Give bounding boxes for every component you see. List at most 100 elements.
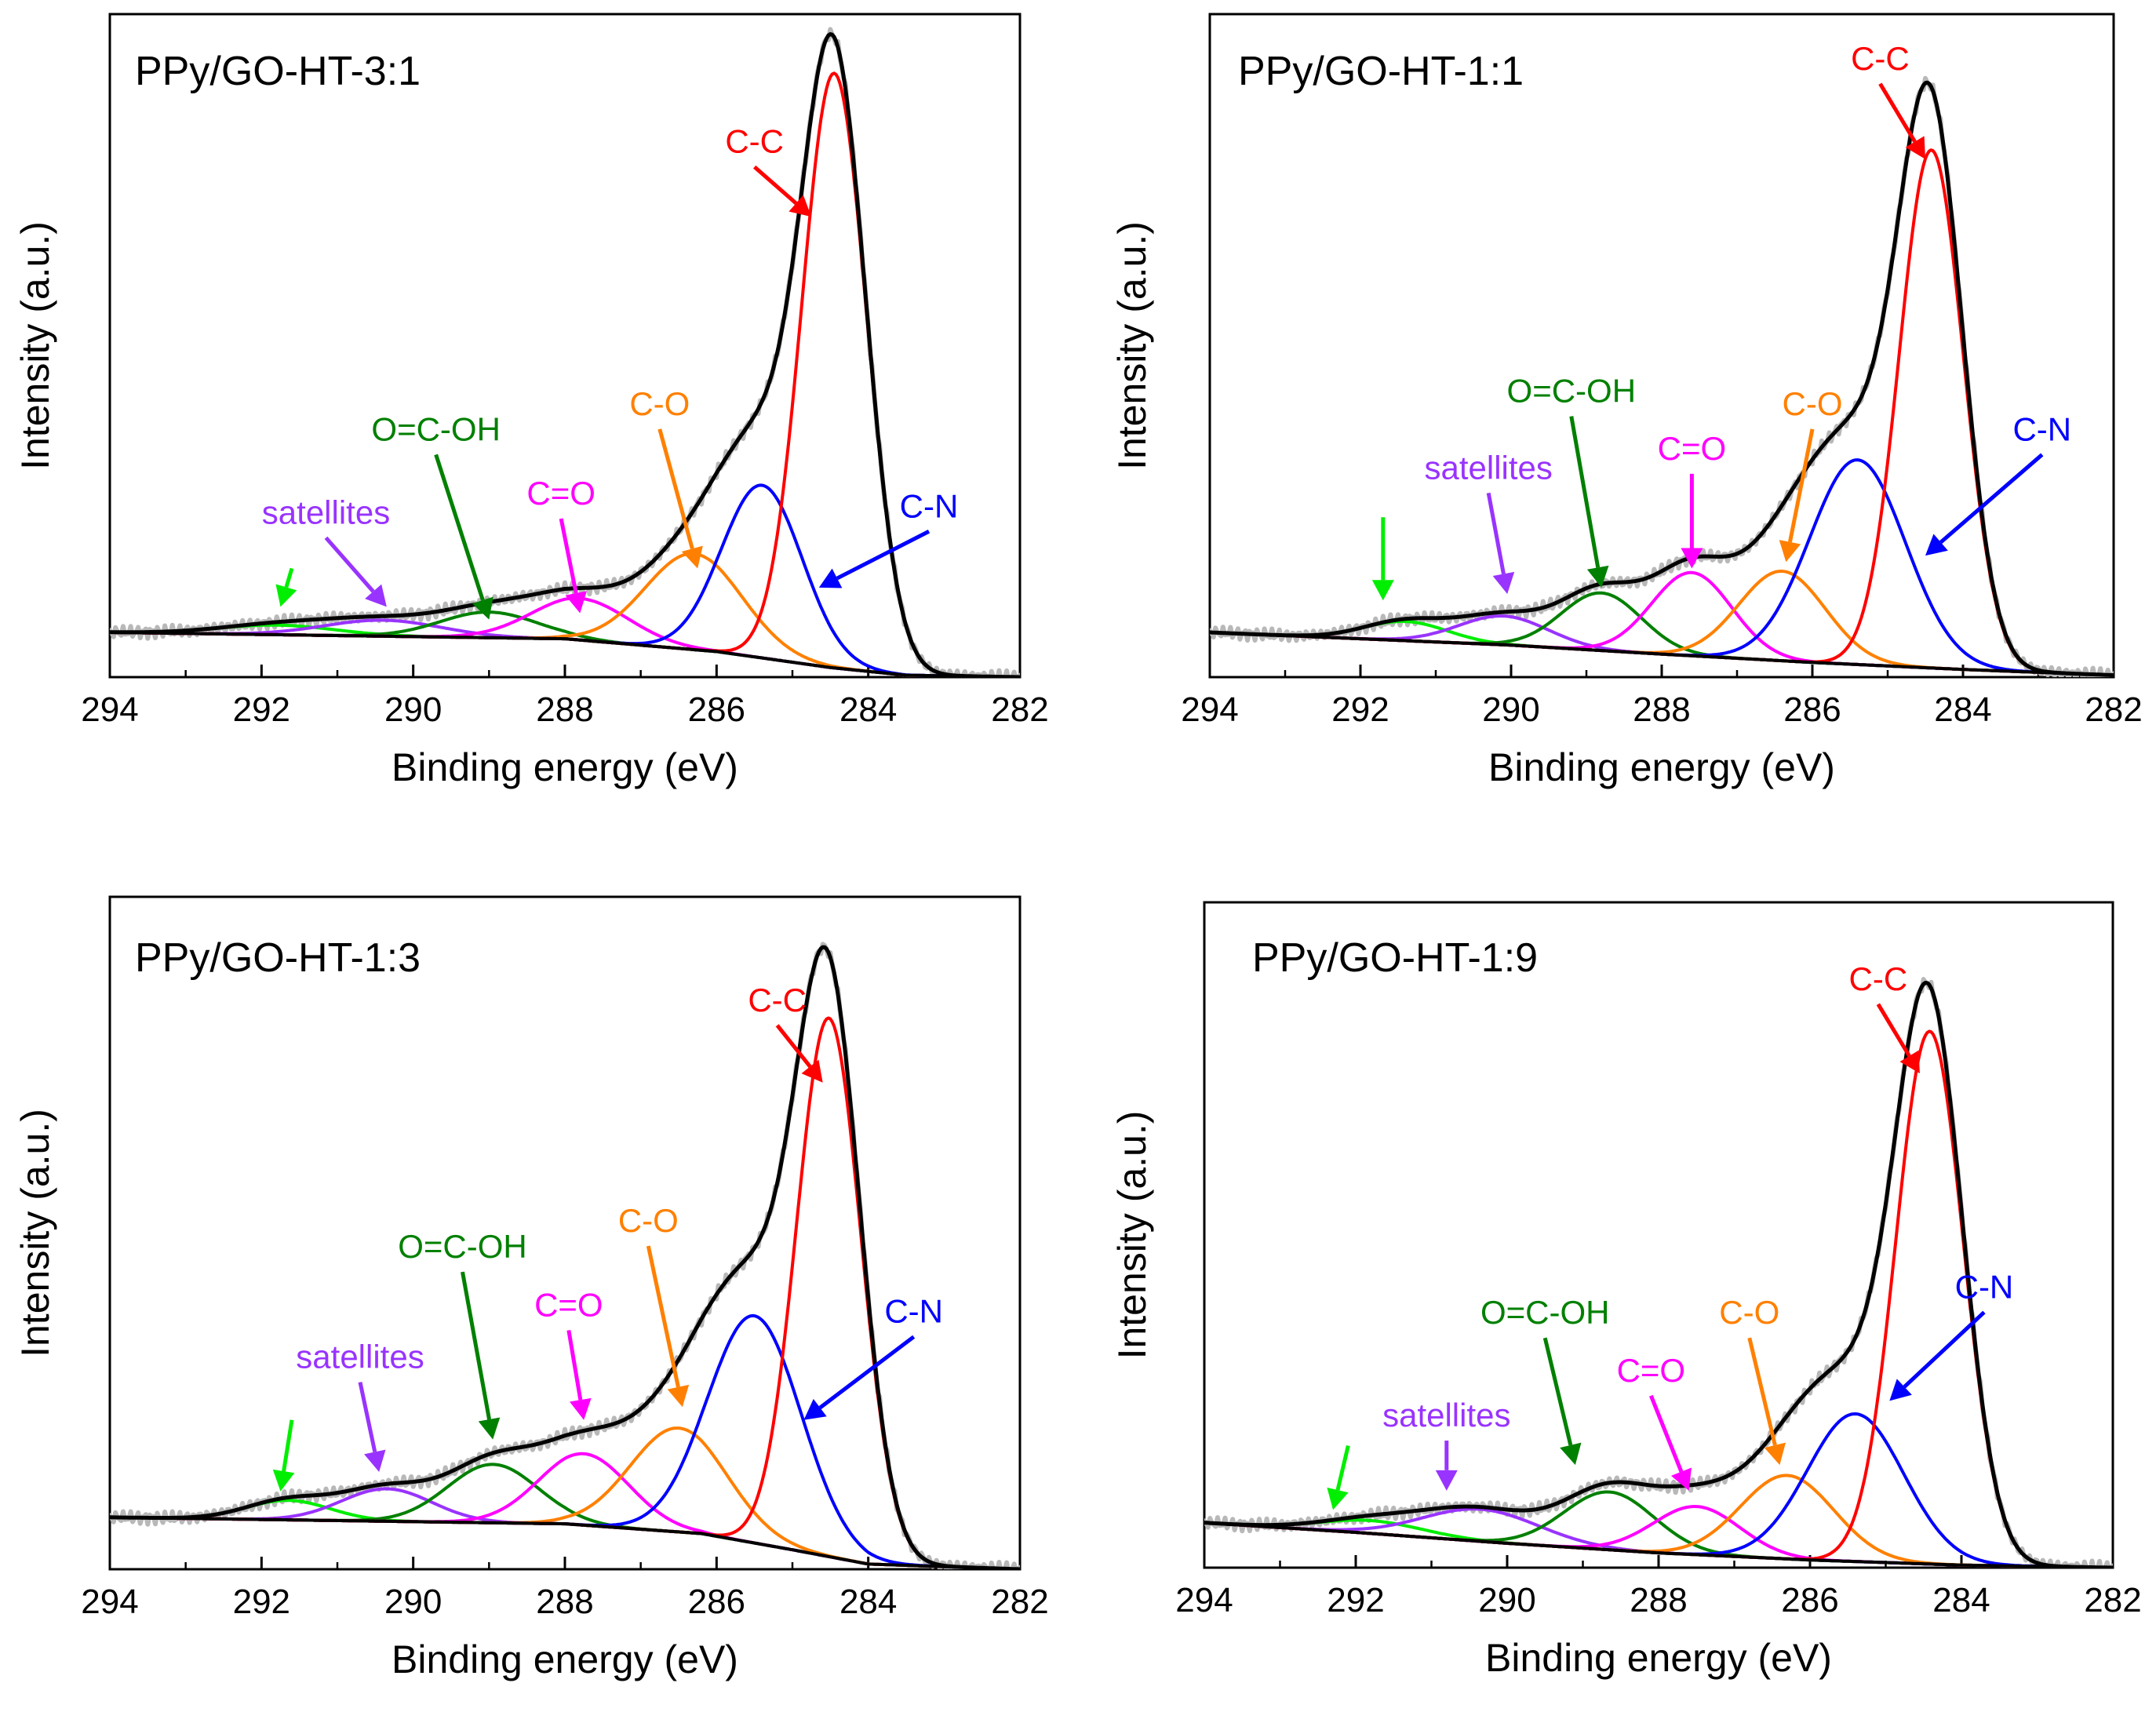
peak-label: satellites (262, 494, 390, 530)
peak-label: satellites (1424, 449, 1552, 486)
annotation-arrow-head (1889, 1379, 1912, 1401)
annotation-arrow-shaft (282, 1419, 294, 1472)
annotation-arrow-shaft (1939, 453, 2044, 545)
annotation-arrow-head (1586, 565, 1609, 588)
y-axis-label: Intensity (a.u.) (1110, 1111, 1154, 1360)
plot-area (1204, 977, 2113, 1568)
annotation-arrow-shaft (1486, 492, 1506, 574)
annotation-arrow-shaft (559, 518, 578, 594)
annotation-arrow-head (1492, 571, 1515, 595)
x-tick-label: 292 (1327, 1581, 1384, 1619)
annotation-arrow-shaft (1335, 1445, 1350, 1491)
annotation-arrow-head (1925, 534, 1948, 556)
annotation-arrow-head (275, 584, 297, 607)
peak-label: C-O (629, 385, 690, 422)
annotation-arrow-head (1435, 1470, 1458, 1491)
annotation-arrow-head (272, 1469, 295, 1492)
annotation-arrow-shaft (836, 530, 931, 581)
peak-label: C=O (1658, 430, 1727, 467)
annotation-arrow-head (364, 1449, 386, 1472)
peak-label: C-N (884, 1293, 943, 1330)
x-tick-label: 284 (1932, 1581, 1990, 1619)
x-tick-label: 286 (688, 1583, 745, 1621)
annotation-arrow-head (570, 1397, 592, 1420)
x-tick-label: 288 (1633, 690, 1690, 729)
annotation-arrow-head (801, 1059, 823, 1083)
y-axis-label: Intensity (a.u.) (13, 1109, 57, 1357)
x-tick-label: 294 (81, 690, 138, 729)
plot-frame (1203, 901, 2114, 1569)
component-c-o (1210, 570, 2114, 677)
annotation-arrow-shaft (1747, 1337, 1777, 1446)
peak-label: C-O (1783, 385, 1843, 422)
peak-label: C=O (1617, 1352, 1686, 1389)
annotation-arrow-shaft (646, 1245, 680, 1388)
plot-area (110, 27, 1020, 677)
y-axis-label: Intensity (a.u.) (13, 221, 57, 470)
annotation-arrow-head (1905, 136, 1925, 159)
annotation-arrow-shaft (1542, 1337, 1573, 1446)
peak-label: O=C-OH (371, 410, 501, 447)
annotation-arrow-head (803, 1398, 827, 1420)
x-tick-label: 290 (384, 1583, 442, 1621)
peak-label: O=C-OH (1480, 1294, 1610, 1331)
x-axis-label: Binding energy (eV) (1485, 1636, 1832, 1680)
y-axis-label: Intensity (a.u.) (1110, 221, 1154, 470)
x-tick-label: 288 (536, 1583, 593, 1621)
peak-label: C-C (748, 982, 807, 1018)
background-baseline (1204, 1521, 2113, 1568)
annotation-arrow-head (1670, 1467, 1692, 1491)
annotation-arrow-shaft (434, 454, 485, 601)
raw-data-series (110, 942, 1020, 1569)
x-tick-label: 284 (1934, 690, 1991, 729)
x-tick-label: 282 (2085, 690, 2142, 729)
chart-panel-2: 294 292 290 288 286 284 282 Binding energy (eV)… (1110, 13, 2143, 789)
plot-frame (1208, 13, 2115, 679)
annotation-arrow-shaft (284, 567, 294, 588)
x-tick-label: 284 (839, 1583, 897, 1621)
annotation-arrow-head (1681, 548, 1703, 569)
x-tick-label: 290 (1482, 690, 1539, 729)
plot-area (110, 942, 1020, 1569)
x-tick-label: 292 (233, 690, 290, 729)
annotation-arrow-shaft (1788, 428, 1815, 543)
annotation-arrow-shaft (753, 165, 798, 205)
annotation-arrow-shaft (461, 1271, 491, 1420)
annotation-arrow-shaft (358, 1382, 377, 1453)
panel-title: PPy/GO-HT-1:1 (1238, 49, 1524, 94)
raw-data-series (110, 27, 1020, 677)
fit-envelope (1204, 981, 2113, 1568)
peak-label: O=C-OH (398, 1228, 527, 1265)
annotation-arrow-head (818, 568, 843, 588)
x-tick-label: 282 (2084, 1581, 2141, 1619)
component-c-c (1210, 148, 2114, 677)
x-tick-label: 282 (991, 690, 1048, 729)
background-baseline (110, 1515, 1020, 1569)
plot-frame (108, 13, 1022, 679)
peak-label: O=C-OH (1507, 373, 1637, 410)
annotation-arrow-head (1899, 1050, 1920, 1074)
fit-envelope (110, 32, 1020, 677)
fit-envelope (110, 945, 1020, 1569)
x-tick-label: 292 (1331, 690, 1389, 729)
chart-panel-4: 294 292 290 288 286 284 282 Binding energy (eV)… (1110, 901, 2142, 1680)
peak-label: satellites (296, 1339, 424, 1375)
annotation-arrow-shaft (818, 1335, 916, 1410)
plot-frame (108, 895, 1022, 1571)
x-tick-label: 286 (688, 690, 745, 729)
peak-label: C-O (1719, 1294, 1779, 1331)
annotation-arrow-head (1371, 580, 1394, 601)
fit-envelope (1210, 80, 2114, 677)
peak-label: C-C (1849, 960, 1908, 997)
x-axis-label: Binding energy (eV) (1488, 745, 1835, 789)
annotation-arrow-head (365, 584, 387, 607)
x-tick-label: 290 (384, 690, 442, 729)
annotation-arrow-head (1764, 1442, 1786, 1466)
x-tick-label: 294 (1181, 690, 1238, 729)
peak-label: C-O (618, 1202, 679, 1239)
x-tick-label: 294 (81, 1583, 138, 1621)
annotation-arrow-shaft (1878, 82, 1917, 143)
x-tick-label: 284 (839, 690, 897, 729)
annotation-arrow-head (788, 195, 812, 217)
x-tick-label: 288 (536, 690, 593, 729)
